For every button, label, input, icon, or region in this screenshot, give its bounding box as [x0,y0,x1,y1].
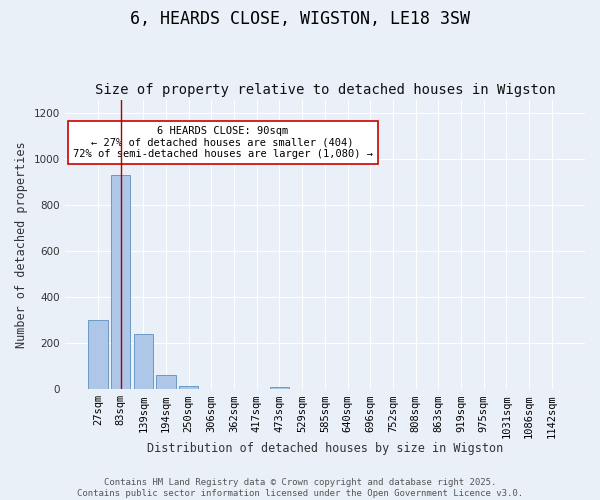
Text: Contains HM Land Registry data © Crown copyright and database right 2025.
Contai: Contains HM Land Registry data © Crown c… [77,478,523,498]
Bar [179,386,199,389]
Title: Size of property relative to detached houses in Wigston: Size of property relative to detached ho… [95,83,555,97]
Bar [157,376,176,389]
Bar [88,320,107,389]
Text: 6, HEARDS CLOSE, WIGSTON, LE18 3SW: 6, HEARDS CLOSE, WIGSTON, LE18 3SW [130,10,470,28]
Text: 6 HEARDS CLOSE: 90sqm
← 27% of detached houses are smaller (404)
72% of semi-det: 6 HEARDS CLOSE: 90sqm ← 27% of detached … [73,126,373,159]
Bar [270,388,289,389]
Y-axis label: Number of detached properties: Number of detached properties [15,141,28,348]
Bar [134,334,153,389]
X-axis label: Distribution of detached houses by size in Wigston: Distribution of detached houses by size … [147,442,503,455]
Bar [111,176,130,389]
